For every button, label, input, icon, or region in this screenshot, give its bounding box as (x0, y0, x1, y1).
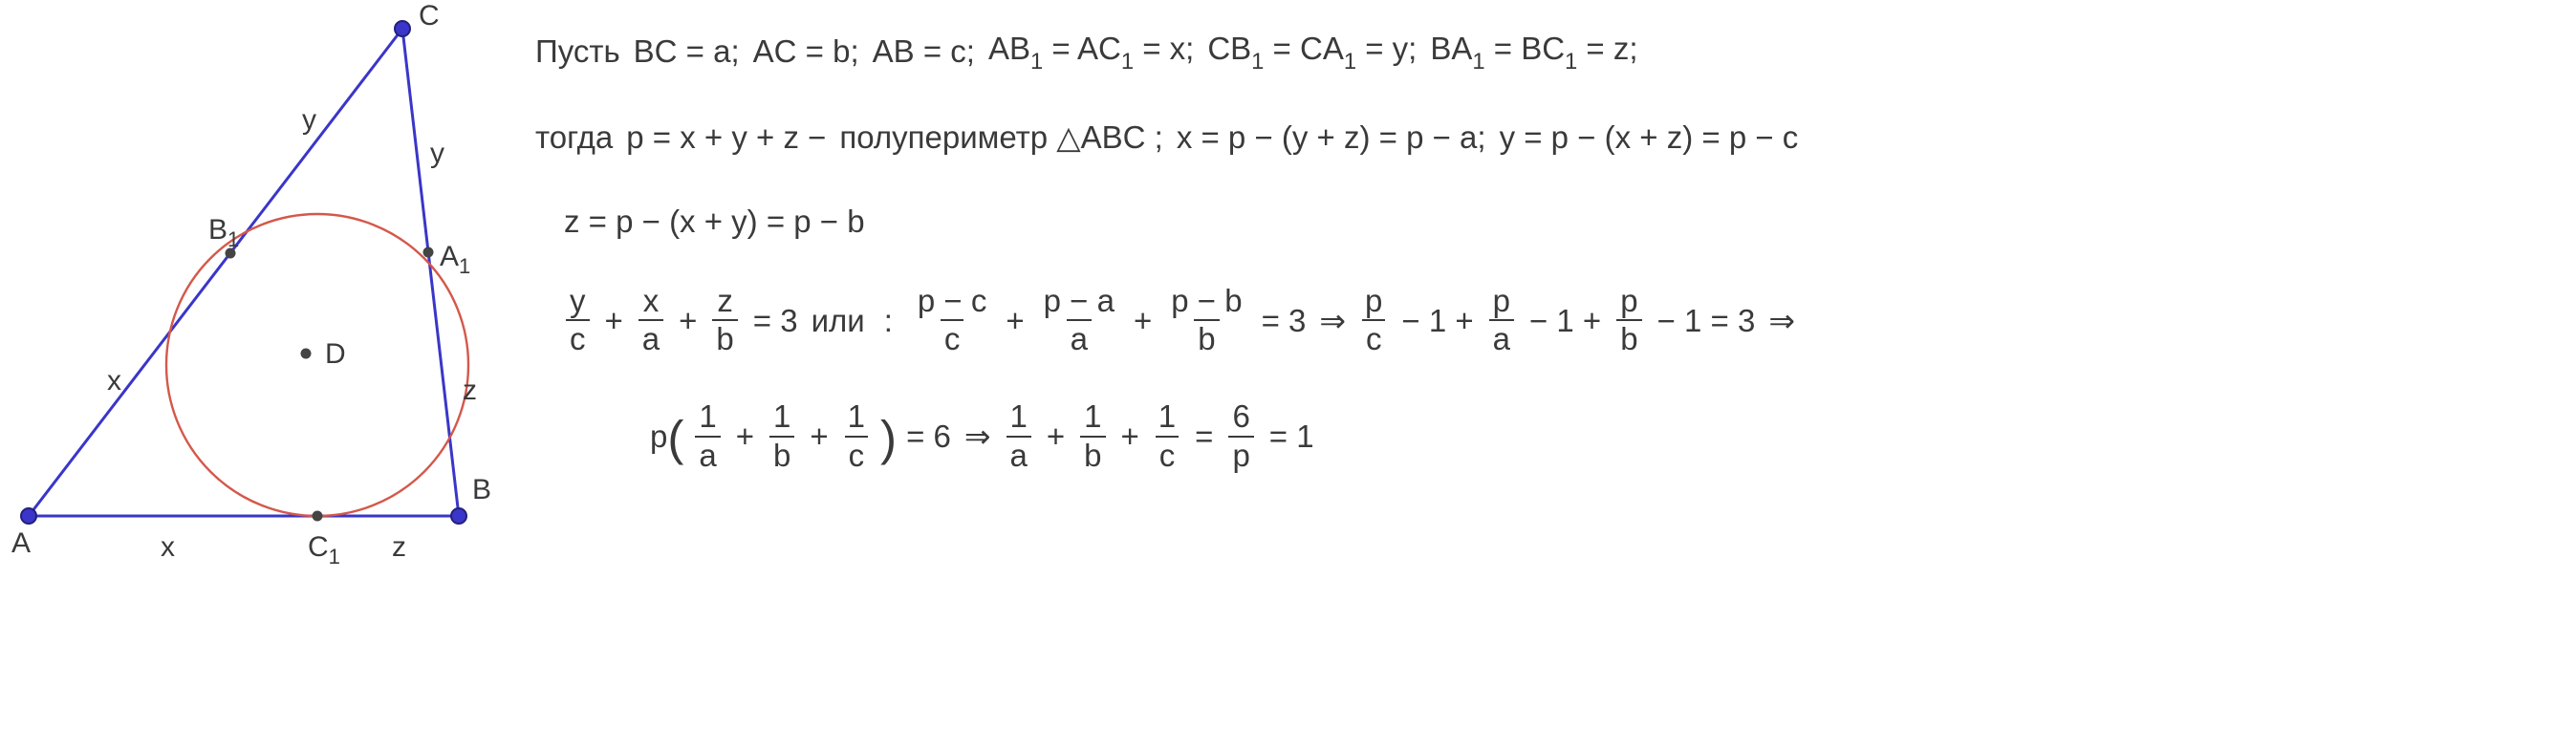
fraction: 6p (1228, 400, 1253, 472)
eqn: − 1 + (1529, 301, 1601, 340)
eqn: p (650, 417, 667, 456)
fraction: p − cc (914, 285, 990, 356)
math-pane: Пусть BC = a; AC = b; AB = c; AB1 = AC1 … (516, 0, 2576, 730)
op: + (1006, 301, 1024, 340)
fraction: 1b (1080, 400, 1105, 472)
math-line-4: yc + xa + zb = 3 или : p − cc + p − aa +… (535, 285, 2538, 356)
diagram-pane: ABCB1A1C1Dyyxxzz (0, 0, 516, 730)
fraction: xa (639, 285, 663, 356)
svg-text:D: D (325, 338, 346, 370)
eqn: BC = a; (634, 32, 740, 71)
geometry-diagram: ABCB1A1C1Dyyxxzz (0, 0, 516, 730)
text: тогда (535, 118, 613, 157)
eqn: z = p − (x + y) = p − b (564, 202, 865, 241)
fraction: 1b (769, 400, 794, 472)
op: + (736, 417, 754, 456)
op: = (1195, 417, 1213, 456)
text: или (812, 301, 865, 340)
op: + (1121, 417, 1139, 456)
paren-icon: ( (667, 408, 683, 469)
math-line-1: Пусть BC = a; AC = b; AB = c; AB1 = AC1 … (535, 29, 2538, 74)
op: ⇒ (964, 417, 991, 456)
op: + (679, 301, 697, 340)
op: : (884, 301, 893, 340)
fraction: zb (712, 285, 737, 356)
eqn: x = p − (y + z) = p − a; (1177, 118, 1486, 157)
eqn: AB1 = AC1 = x; (988, 29, 1194, 74)
eqn: = 1 (1269, 417, 1314, 456)
eqn: = 3 (753, 301, 798, 340)
eqn: = 3 (1262, 301, 1307, 340)
op: + (605, 301, 623, 340)
svg-text:A1: A1 (440, 241, 470, 278)
fraction: 1c (1155, 400, 1180, 472)
fraction: pb (1616, 285, 1641, 356)
eqn: p = x + y + z − (626, 118, 826, 157)
eqn: CB1 = CA1 = y; (1207, 29, 1417, 74)
svg-text:z: z (463, 375, 477, 406)
fraction: pa (1489, 285, 1514, 356)
op: ⇒ (1319, 301, 1346, 340)
paren-icon: ) (880, 408, 897, 469)
fraction: 1a (695, 400, 720, 472)
op: + (1134, 301, 1152, 340)
fraction: p − aa (1040, 285, 1118, 356)
text: Пусть (535, 32, 620, 71)
eqn: y = p − (x + z) = p − c (1500, 118, 1799, 157)
math-line-3: z = p − (x + y) = p − b (535, 202, 2538, 241)
math-line-5: p ( 1a + 1b + 1c ) = 6 ⇒ 1a + 1b + 1c = … (535, 400, 2538, 472)
svg-text:x: x (161, 531, 175, 563)
fraction: pc (1361, 285, 1386, 356)
op: ⇒ (1768, 301, 1795, 340)
text: полупериметр △ABC ; (839, 118, 1162, 157)
svg-text:y: y (302, 104, 316, 136)
svg-text:A: A (11, 527, 31, 559)
svg-text:C1: C1 (308, 531, 340, 569)
svg-text:B: B (472, 474, 491, 505)
op: + (1047, 417, 1065, 456)
eqn: BA1 = BC1 = z; (1430, 29, 1637, 74)
fraction: 1c (844, 400, 869, 472)
page-root: ABCB1A1C1Dyyxxzz Пусть BC = a; AC = b; A… (0, 0, 2576, 730)
fraction: 1a (1007, 400, 1031, 472)
svg-text:x: x (107, 365, 121, 397)
svg-text:y: y (430, 138, 444, 169)
math-line-2: тогда p = x + y + z − полупериметр △ABC … (535, 118, 2538, 157)
eqn: AC = b; (753, 32, 859, 71)
eqn: − 1 = 3 (1657, 301, 1756, 340)
eqn: = 6 (906, 417, 951, 456)
op: + (810, 417, 828, 456)
eqn: AB = c; (873, 32, 975, 71)
svg-text:C: C (419, 0, 440, 32)
fraction: yc (566, 285, 590, 356)
svg-text:z: z (392, 531, 406, 563)
eqn: − 1 + (1401, 301, 1473, 340)
fraction: p − bb (1167, 285, 1245, 356)
